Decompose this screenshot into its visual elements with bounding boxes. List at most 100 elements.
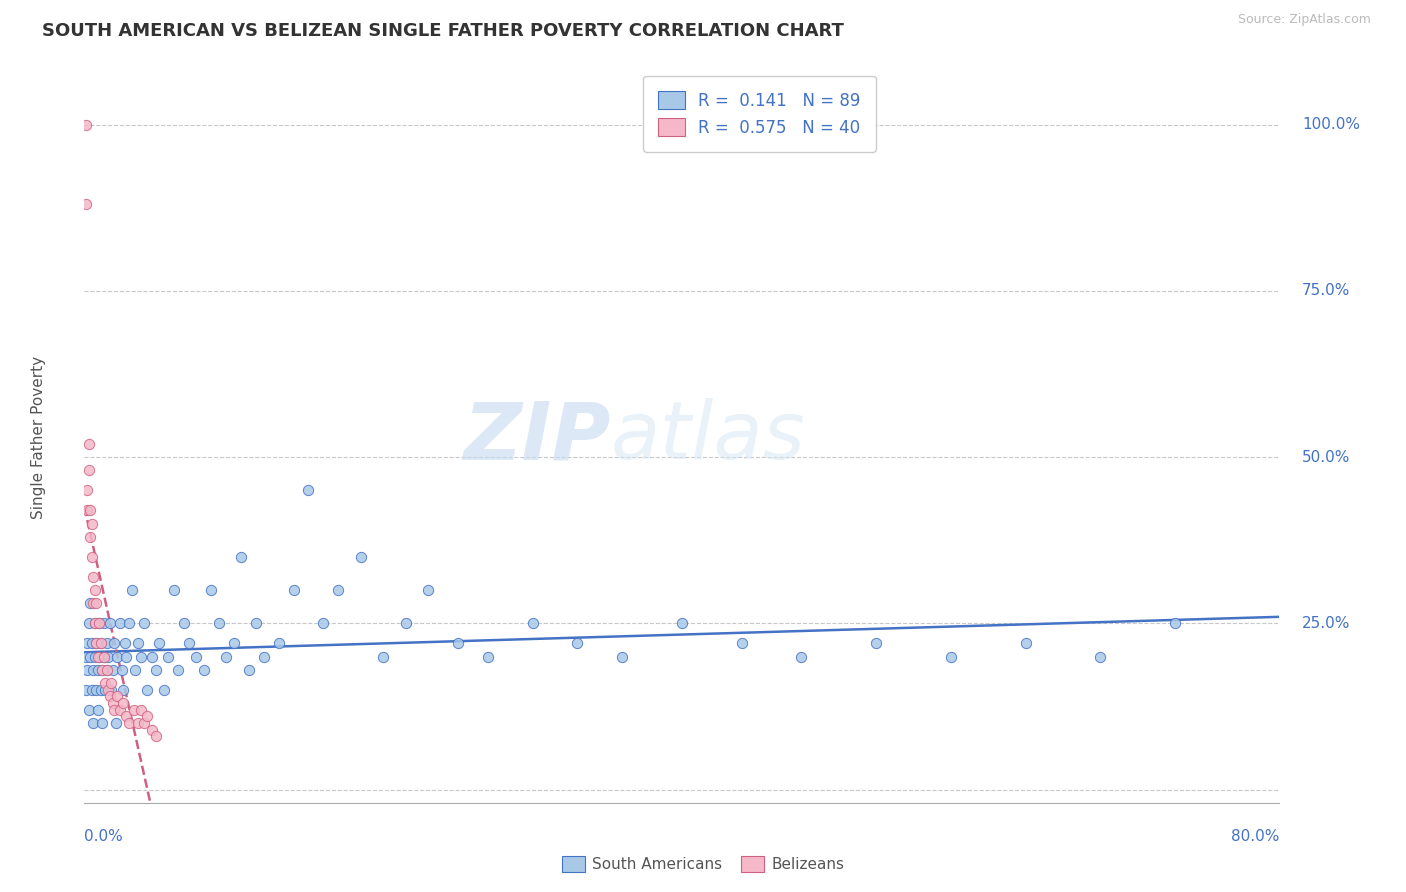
Point bbox=[118, 616, 141, 631]
Point bbox=[79, 596, 101, 610]
Point bbox=[122, 703, 145, 717]
Point bbox=[83, 616, 105, 631]
Point bbox=[129, 703, 152, 717]
Text: 25.0%: 25.0% bbox=[1302, 615, 1350, 631]
Point bbox=[127, 636, 149, 650]
Point bbox=[416, 582, 439, 597]
Point bbox=[91, 663, 114, 677]
Point bbox=[80, 516, 103, 531]
Point bbox=[97, 649, 120, 664]
Point bbox=[101, 696, 124, 710]
Point bbox=[100, 682, 122, 697]
Point bbox=[82, 596, 104, 610]
Point bbox=[75, 649, 97, 664]
Point bbox=[141, 723, 163, 737]
Point bbox=[132, 616, 156, 631]
Point bbox=[163, 582, 186, 597]
Point bbox=[101, 663, 124, 677]
Point bbox=[90, 636, 112, 650]
Point bbox=[671, 616, 693, 631]
Point bbox=[83, 649, 105, 664]
Text: 50.0%: 50.0% bbox=[1302, 450, 1350, 465]
Point bbox=[80, 636, 103, 650]
Point bbox=[312, 616, 335, 631]
Point bbox=[86, 636, 108, 650]
Point bbox=[79, 503, 101, 517]
Point bbox=[91, 716, 114, 731]
Text: 75.0%: 75.0% bbox=[1302, 284, 1350, 298]
Point bbox=[83, 582, 105, 597]
Point bbox=[93, 649, 115, 664]
Point bbox=[76, 663, 98, 677]
Point bbox=[132, 716, 156, 731]
Point bbox=[76, 503, 98, 517]
Legend: South Americans, Belizeans: South Americans, Belizeans bbox=[554, 848, 852, 880]
Point bbox=[96, 663, 118, 677]
Text: 80.0%: 80.0% bbox=[1232, 830, 1279, 845]
Point bbox=[79, 530, 101, 544]
Point bbox=[141, 649, 163, 664]
Point bbox=[222, 636, 245, 650]
Point bbox=[90, 636, 112, 650]
Point bbox=[167, 663, 190, 677]
Point bbox=[115, 709, 138, 723]
Point bbox=[193, 663, 215, 677]
Point bbox=[90, 682, 112, 697]
Point bbox=[100, 676, 122, 690]
Point bbox=[245, 616, 267, 631]
Point bbox=[89, 616, 111, 631]
Point bbox=[79, 649, 101, 664]
Point bbox=[82, 570, 104, 584]
Point bbox=[328, 582, 350, 597]
Point bbox=[124, 663, 146, 677]
Point bbox=[173, 616, 195, 631]
Point bbox=[939, 649, 962, 664]
Point bbox=[104, 716, 127, 731]
Point bbox=[96, 663, 118, 677]
Point bbox=[98, 616, 121, 631]
Point bbox=[865, 636, 887, 650]
Point bbox=[103, 703, 125, 717]
Point bbox=[790, 649, 813, 664]
Point bbox=[127, 716, 149, 731]
Point bbox=[87, 663, 110, 677]
Point bbox=[148, 636, 170, 650]
Point bbox=[103, 636, 125, 650]
Point bbox=[97, 682, 120, 697]
Point bbox=[77, 703, 100, 717]
Point bbox=[1014, 636, 1036, 650]
Point bbox=[522, 616, 544, 631]
Point bbox=[77, 463, 100, 477]
Point bbox=[93, 649, 115, 664]
Text: SOUTH AMERICAN VS BELIZEAN SINGLE FATHER POVERTY CORRELATION CHART: SOUTH AMERICAN VS BELIZEAN SINGLE FATHER… bbox=[42, 22, 844, 40]
Point bbox=[110, 703, 132, 717]
Point bbox=[118, 716, 141, 731]
Point bbox=[186, 649, 208, 664]
Point bbox=[82, 716, 104, 731]
Point bbox=[1088, 649, 1111, 664]
Point bbox=[200, 582, 222, 597]
Point bbox=[238, 663, 260, 677]
Point bbox=[447, 636, 470, 650]
Point bbox=[152, 682, 174, 697]
Point bbox=[350, 549, 373, 564]
Point bbox=[94, 682, 117, 697]
Point bbox=[91, 663, 114, 677]
Text: atlas: atlas bbox=[610, 398, 806, 476]
Point bbox=[731, 636, 754, 650]
Point bbox=[83, 616, 105, 631]
Text: 0.0%: 0.0% bbox=[84, 830, 124, 845]
Point bbox=[93, 616, 115, 631]
Point bbox=[114, 636, 136, 650]
Point bbox=[177, 636, 200, 650]
Point bbox=[96, 636, 118, 650]
Point bbox=[157, 649, 180, 664]
Point bbox=[86, 596, 108, 610]
Point bbox=[77, 616, 100, 631]
Point bbox=[231, 549, 253, 564]
Point bbox=[80, 682, 103, 697]
Legend: R =  0.141   N = 89, R =  0.575   N = 40: R = 0.141 N = 89, R = 0.575 N = 40 bbox=[644, 76, 876, 152]
Point bbox=[145, 663, 167, 677]
Text: Single Father Poverty: Single Father Poverty bbox=[31, 356, 46, 518]
Point bbox=[86, 682, 108, 697]
